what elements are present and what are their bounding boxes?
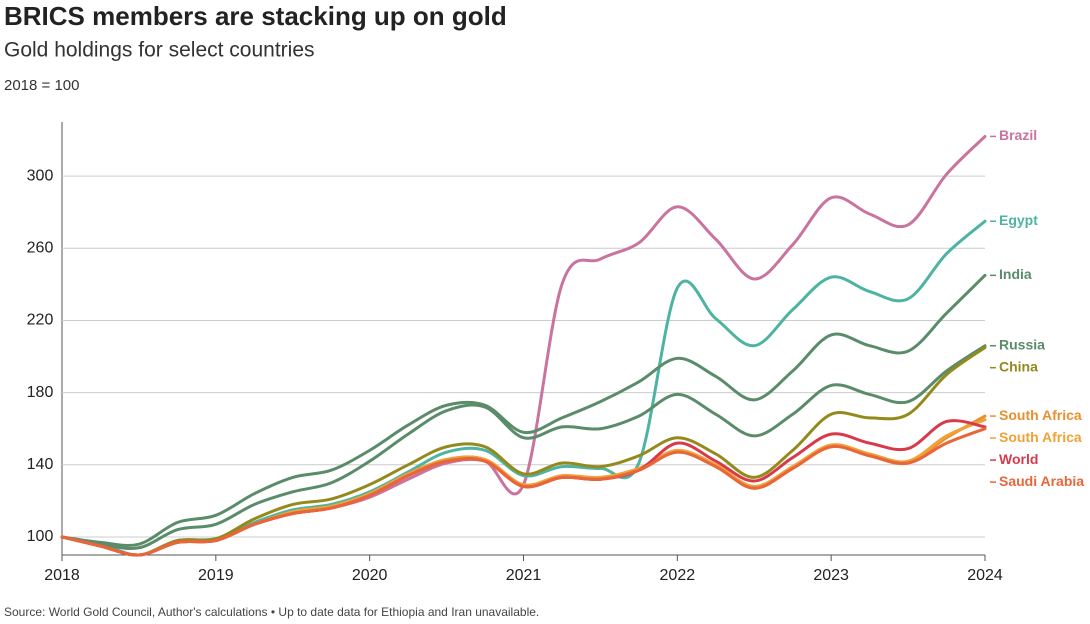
y-tick-label: 260	[27, 240, 54, 257]
x-tick-label: 2020	[352, 567, 388, 584]
series-label: Brazil	[999, 127, 1037, 143]
series-label: South Africa	[999, 429, 1082, 445]
series-line	[60, 219, 987, 557]
series-label: Egypt	[999, 212, 1038, 228]
series-line	[60, 344, 987, 550]
x-tick-label: 2021	[506, 567, 542, 584]
x-tick-label: 2022	[660, 567, 696, 584]
x-tick-label: 2023	[813, 567, 849, 584]
source-note: Source: World Gold Council, Author's cal…	[4, 605, 539, 619]
series-label: Saudi Arabia	[999, 473, 1084, 489]
series-line	[60, 134, 987, 557]
x-tick-label: 2018	[44, 567, 80, 584]
y-tick-label: 220	[27, 312, 54, 329]
y-tick-label: 100	[27, 528, 54, 545]
series-label: China	[999, 358, 1038, 374]
series-label: World	[999, 451, 1038, 467]
x-tick-label: 2024	[967, 567, 1003, 584]
chart-title: BRICS members are stacking up on gold	[4, 1, 507, 31]
index-note: 2018 = 100	[4, 77, 80, 94]
x-tick-label: 2019	[198, 567, 234, 584]
series-label: Russia	[999, 336, 1045, 352]
series-label: India	[999, 266, 1032, 282]
chart-subtitle: Gold holdings for select countries	[4, 39, 315, 62]
series-line	[60, 346, 987, 557]
y-tick-label: 140	[27, 456, 54, 473]
series-label: South Africa	[999, 407, 1082, 423]
y-tick-label: 180	[27, 384, 54, 401]
series-line	[60, 273, 987, 547]
series-line	[60, 427, 987, 557]
y-tick-label: 300	[27, 167, 54, 184]
